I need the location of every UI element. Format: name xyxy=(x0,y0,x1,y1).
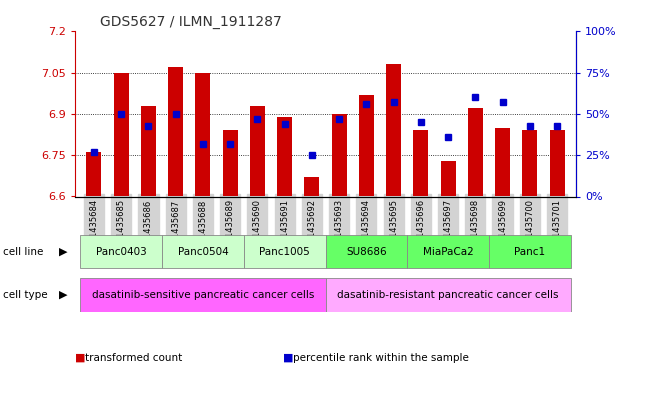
Bar xyxy=(277,117,292,196)
Bar xyxy=(549,130,564,196)
Text: transformed count: transformed count xyxy=(85,353,182,363)
Text: Panc0403: Panc0403 xyxy=(96,246,146,257)
Bar xyxy=(223,130,238,196)
Bar xyxy=(80,278,326,312)
Text: percentile rank within the sample: percentile rank within the sample xyxy=(293,353,469,363)
Bar xyxy=(114,73,129,196)
Bar xyxy=(522,130,537,196)
Text: Panc1: Panc1 xyxy=(514,246,546,257)
Bar xyxy=(468,108,483,196)
Bar xyxy=(408,235,489,268)
Text: ▶: ▶ xyxy=(59,246,68,257)
Text: ▶: ▶ xyxy=(59,290,68,300)
Text: SU8686: SU8686 xyxy=(346,246,387,257)
Bar xyxy=(243,235,326,268)
Bar xyxy=(305,177,320,196)
Bar xyxy=(359,95,374,196)
Text: dasatinib-sensitive pancreatic cancer cells: dasatinib-sensitive pancreatic cancer ce… xyxy=(92,290,314,300)
Text: MiaPaCa2: MiaPaCa2 xyxy=(422,246,473,257)
Text: cell line: cell line xyxy=(3,246,44,257)
Text: ■: ■ xyxy=(75,353,85,363)
Bar xyxy=(250,106,265,196)
Text: GDS5627 / ILMN_1911287: GDS5627 / ILMN_1911287 xyxy=(100,15,282,29)
Bar xyxy=(331,114,346,196)
Bar xyxy=(195,73,210,196)
Bar xyxy=(326,235,408,268)
Bar xyxy=(326,278,571,312)
Bar xyxy=(162,235,243,268)
Bar xyxy=(386,64,401,196)
Text: Panc0504: Panc0504 xyxy=(178,246,229,257)
Bar xyxy=(495,128,510,196)
Bar xyxy=(441,161,456,196)
Text: dasatinib-resistant pancreatic cancer cells: dasatinib-resistant pancreatic cancer ce… xyxy=(337,290,559,300)
Text: cell type: cell type xyxy=(3,290,48,300)
Bar xyxy=(87,152,102,196)
Bar xyxy=(413,130,428,196)
Text: Panc1005: Panc1005 xyxy=(259,246,310,257)
Bar xyxy=(80,235,162,268)
Bar xyxy=(168,67,183,196)
Bar xyxy=(489,235,571,268)
Bar xyxy=(141,106,156,196)
Text: ■: ■ xyxy=(283,353,294,363)
